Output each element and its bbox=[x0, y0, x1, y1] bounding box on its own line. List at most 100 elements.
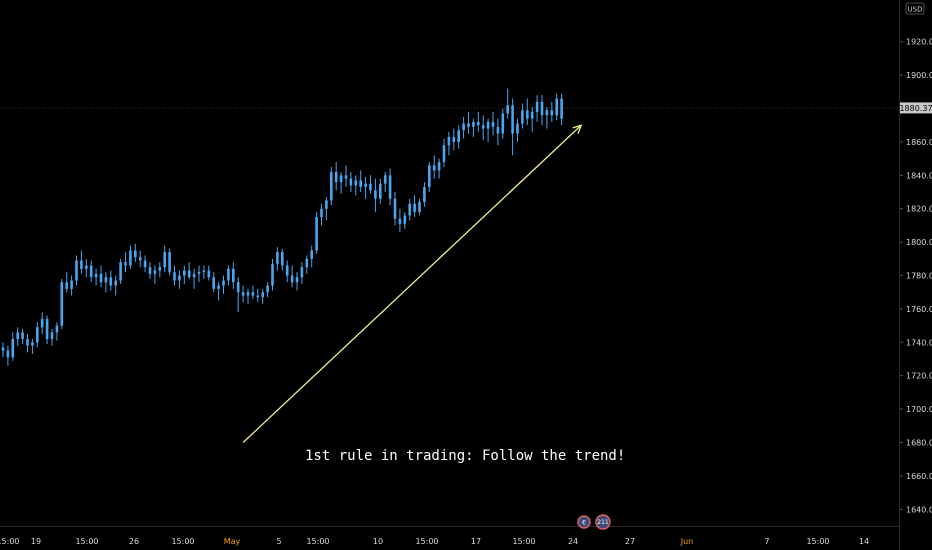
event-badge-2[interactable]: 211 bbox=[595, 514, 611, 530]
candle-body bbox=[477, 121, 480, 126]
price-tick-label: 1840.00 bbox=[906, 171, 932, 180]
candle-body bbox=[256, 295, 260, 298]
candle-body bbox=[442, 145, 446, 162]
candle-body bbox=[295, 277, 299, 283]
candle-body bbox=[320, 208, 323, 218]
candles bbox=[1, 88, 563, 366]
candle-body bbox=[11, 338, 15, 358]
last-price-tag: 1880.37 bbox=[899, 102, 932, 114]
candle-body bbox=[408, 203, 411, 216]
price-tick-label: 1900.00 bbox=[906, 71, 932, 80]
candle-body bbox=[330, 171, 333, 201]
price-tick-label: 1780.00 bbox=[906, 272, 932, 281]
candle-body bbox=[374, 190, 377, 199]
candle-body bbox=[447, 136, 451, 146]
trend-arrow-head[interactable] bbox=[572, 124, 583, 134]
time-tick-label: 15:00 bbox=[415, 537, 438, 546]
price-tick-label: 1720.00 bbox=[906, 372, 932, 381]
candle-body bbox=[168, 252, 171, 273]
trend-arrow-line[interactable] bbox=[242, 124, 582, 443]
price-tick-label: 1640.00 bbox=[906, 505, 932, 514]
annotation-text[interactable]: 1st rule in trading: Follow the trend! bbox=[305, 448, 625, 464]
time-tick-label: 15:00 bbox=[512, 537, 535, 546]
time-tick-label: May bbox=[224, 537, 241, 546]
candle-body bbox=[60, 282, 64, 326]
candle-body bbox=[55, 325, 59, 333]
candle-body bbox=[16, 332, 19, 339]
candle-body bbox=[178, 275, 181, 281]
time-tick-label: 15:00 bbox=[806, 537, 829, 546]
candle-body bbox=[550, 110, 554, 116]
candle-body bbox=[138, 257, 142, 261]
candle-body bbox=[192, 273, 196, 278]
candle-body bbox=[271, 263, 274, 286]
event-badge-1-circle[interactable] bbox=[577, 515, 591, 529]
candle-body bbox=[119, 262, 122, 281]
candle-body bbox=[232, 268, 235, 283]
candle-body bbox=[148, 267, 152, 274]
event-badge-2-circle[interactable] bbox=[595, 514, 611, 530]
price-axis[interactable]: 1640.00 1660.00 1680.00 1700.00 1720.00 1740.… bbox=[900, 38, 932, 515]
candle-body bbox=[266, 285, 269, 293]
candle-body bbox=[45, 318, 49, 339]
candle-body bbox=[486, 121, 490, 129]
candle-body bbox=[545, 110, 549, 116]
candle-body bbox=[207, 270, 211, 278]
candle-body bbox=[241, 292, 245, 296]
candle-body bbox=[246, 292, 250, 296]
time-tick-label: 10 bbox=[373, 537, 383, 546]
candle-body bbox=[158, 267, 162, 271]
candle-body bbox=[418, 202, 421, 213]
event-badge-1[interactable]: € bbox=[577, 515, 591, 529]
candle-body bbox=[432, 165, 436, 171]
candle-body bbox=[325, 200, 328, 209]
candle-body bbox=[472, 121, 475, 127]
candle-body bbox=[197, 272, 201, 274]
time-tick-label: Jun bbox=[680, 537, 694, 546]
candle-body bbox=[496, 126, 500, 134]
candle-body bbox=[526, 110, 529, 119]
candle-body bbox=[555, 98, 558, 116]
candle-body bbox=[281, 252, 284, 266]
candle-body bbox=[413, 203, 416, 213]
time-tick-label: 24 bbox=[568, 537, 578, 546]
price-tick-label: 1680.00 bbox=[906, 439, 932, 448]
candle-body bbox=[1, 347, 5, 351]
candle-body bbox=[50, 332, 54, 339]
candle-body bbox=[359, 180, 362, 188]
price-tick-label: 1700.00 bbox=[906, 405, 932, 414]
time-tick-label: 15:00 bbox=[306, 537, 329, 546]
candle-body bbox=[114, 280, 117, 286]
candle-body bbox=[481, 125, 485, 129]
candle-body bbox=[36, 327, 39, 343]
candle-body bbox=[251, 292, 255, 296]
price-tick-label: 1820.00 bbox=[906, 205, 932, 214]
candle-body bbox=[349, 178, 353, 186]
candle-body bbox=[540, 101, 544, 116]
candle-body bbox=[530, 111, 534, 119]
candle-body bbox=[305, 258, 309, 268]
candle-body bbox=[467, 123, 470, 127]
candle-body bbox=[339, 175, 343, 183]
candle-body bbox=[40, 318, 44, 328]
candle-body bbox=[163, 252, 166, 268]
candle-body bbox=[202, 270, 206, 273]
candle-body bbox=[521, 110, 524, 124]
event-badge-2-label: 211 bbox=[597, 519, 609, 526]
time-axis[interactable]: 15:00 19 15:00 26 15:00 May 5 15:00 10 15:00 17 15:… bbox=[0, 537, 869, 546]
candle-body bbox=[261, 292, 264, 298]
candle-body bbox=[143, 260, 147, 268]
candle-body bbox=[212, 277, 215, 289]
candle-body bbox=[134, 250, 137, 258]
trend-arrow[interactable] bbox=[242, 124, 583, 443]
candle-body bbox=[535, 101, 539, 112]
candle-body bbox=[70, 280, 73, 289]
price-tick-label: 1860.00 bbox=[906, 138, 932, 147]
time-tick-label: 17 bbox=[471, 537, 481, 546]
candle-body bbox=[183, 270, 186, 276]
candle-body bbox=[516, 123, 519, 134]
candle-body bbox=[94, 273, 98, 278]
candle-body bbox=[393, 198, 397, 219]
time-tick-label: 19 bbox=[31, 537, 41, 546]
